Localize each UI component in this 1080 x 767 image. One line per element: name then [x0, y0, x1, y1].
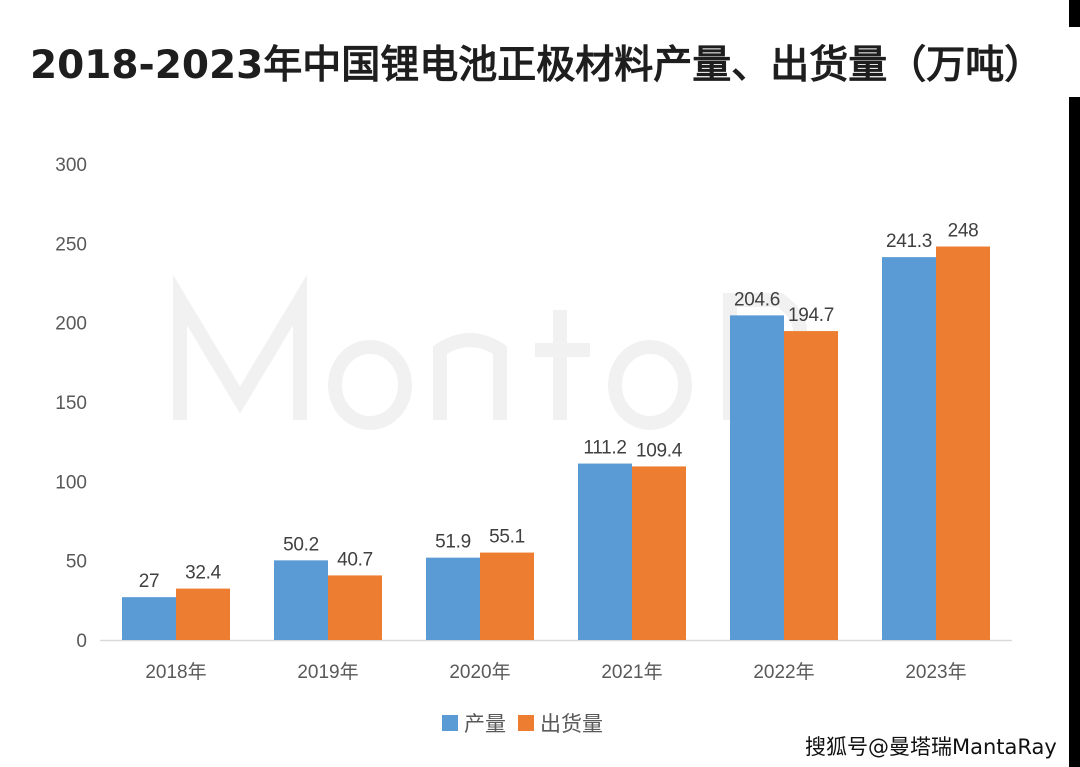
- edge-bar: [1069, 97, 1080, 767]
- bar-shipment: [784, 331, 838, 640]
- bar-shipment: [632, 466, 686, 640]
- data-label: 204.6: [734, 289, 780, 310]
- bar-production: [578, 463, 632, 640]
- data-label: 248: [948, 221, 979, 242]
- watermark-shape: [608, 340, 692, 430]
- data-label: 27: [139, 571, 160, 592]
- background-watermark-logo: [173, 274, 826, 430]
- data-label: 50.2: [283, 534, 319, 555]
- y-tick-label: 0: [76, 631, 87, 652]
- chart-title: 2018-2023年中国锂电池正极材料产量、出货量（万吨）: [30, 43, 1044, 88]
- bar-production: [122, 597, 176, 640]
- bar-shipment: [328, 575, 382, 640]
- data-label: 32.4: [185, 563, 222, 584]
- bar-shipment: [176, 588, 230, 640]
- x-tick-label: 2023年: [905, 661, 966, 683]
- edge-bar-top: [1069, 0, 1080, 27]
- legend: 产量 出货量: [442, 708, 603, 738]
- bar-production: [730, 315, 784, 640]
- y-tick-label: 150: [55, 393, 87, 414]
- data-label: 194.7: [788, 305, 834, 326]
- bar-shipment: [480, 552, 534, 640]
- y-tick-label: 300: [55, 155, 87, 176]
- x-tick-label: 2019年: [297, 661, 358, 683]
- data-label: 111.2: [583, 438, 626, 459]
- x-tick-label: 2022年: [753, 661, 814, 683]
- watermark-shape: [328, 340, 412, 430]
- watermark-shape: [173, 274, 307, 420]
- data-label: 55.1: [489, 527, 525, 548]
- data-label: 40.7: [337, 549, 373, 570]
- data-label: 51.9: [435, 532, 471, 553]
- x-tick-label: 2020年: [449, 661, 510, 683]
- legend-label-production: 产量: [464, 712, 506, 736]
- bar-shipment: [936, 246, 990, 641]
- x-tick-label: 2021年: [601, 661, 662, 683]
- y-tick-label: 100: [55, 472, 87, 493]
- watermark: 搜狐号@曼塔瑞MantaRay: [805, 735, 1057, 759]
- y-tick-label: 250: [55, 234, 87, 255]
- legend-swatch-shipment: [518, 715, 534, 731]
- data-label: 241.3: [886, 231, 932, 252]
- bar-production: [882, 257, 936, 640]
- watermark-shape: [535, 310, 590, 420]
- bar-production: [274, 560, 328, 640]
- legend-swatch-production: [442, 715, 458, 731]
- y-tick-label: 50: [66, 552, 87, 573]
- watermark-shape: [433, 333, 507, 420]
- x-tick-label: 2018年: [145, 661, 206, 683]
- legend-label-shipment: 出货量: [540, 712, 603, 736]
- data-label: 109.4: [636, 440, 683, 461]
- bar-production: [426, 557, 480, 640]
- y-tick-label: 200: [55, 314, 87, 335]
